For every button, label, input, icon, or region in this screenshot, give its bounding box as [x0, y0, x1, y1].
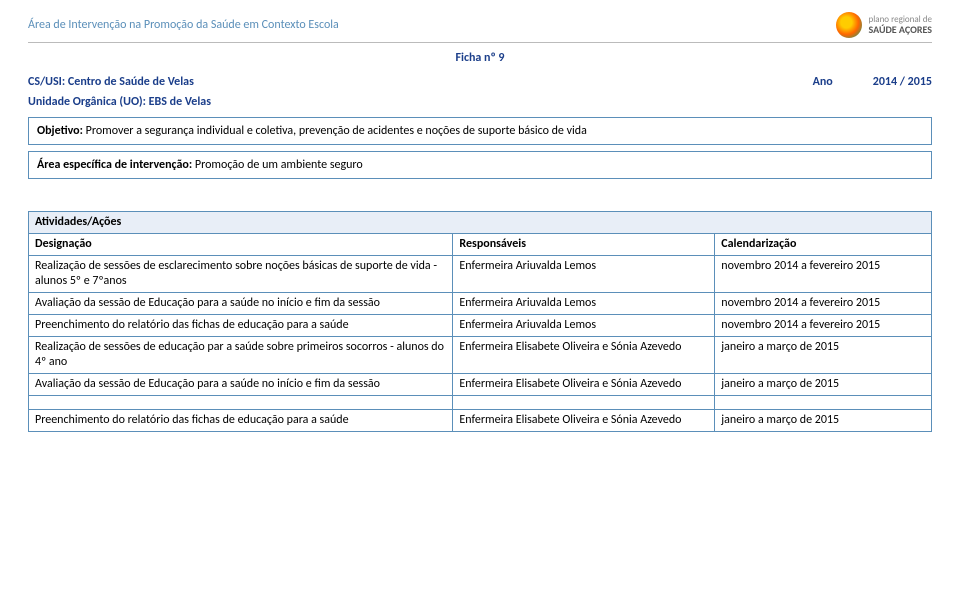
uo: Unidade Orgânica (UO): EBS de Velas — [28, 95, 932, 109]
table-band-row: Atividades/Ações — [29, 212, 932, 234]
cell-resp: Enfermeira Ariuvalda Lemos — [453, 315, 715, 337]
table-row: Realização de sessões de educação par a … — [29, 337, 932, 374]
table-row: Preenchimento do relatório das fichas de… — [29, 315, 932, 337]
gap-row — [29, 396, 932, 410]
col-responsaveis: Responsáveis — [453, 234, 715, 256]
objective-text: Promover a segurança individual e coleti… — [83, 124, 587, 138]
logo-text: plano regional de SAÚDE AÇORES — [868, 15, 932, 36]
cell-des: Preenchimento do relatório das fichas de… — [29, 410, 453, 432]
cell-cal: novembro 2014 a fevereiro 2015 — [715, 256, 932, 293]
gap-cell — [715, 396, 932, 410]
table-row: Preenchimento do relatório das fichas de… — [29, 410, 932, 432]
cell-cal: novembro 2014 a fevereiro 2015 — [715, 315, 932, 337]
ano: Ano 2014 / 2015 — [813, 75, 932, 89]
table-row: Realização de sessões de esclarecimento … — [29, 256, 932, 293]
cell-des: Realização de sessões de esclarecimento … — [29, 256, 453, 293]
uo-label: Unidade Orgânica (UO): — [28, 95, 146, 109]
cell-resp: Enfermeira Ariuvalda Lemos — [453, 256, 715, 293]
csusi: CS/USI: Centro de Saúde de Velas — [28, 75, 194, 89]
objective-label: Objetivo: — [37, 124, 83, 138]
cell-cal: janeiro a março de 2015 — [715, 410, 932, 432]
area-title: Área de Intervenção na Promoção da Saúde… — [28, 18, 339, 32]
ficha-number: Ficha nº 9 — [28, 51, 932, 65]
col-calendarizacao: Calendarização — [715, 234, 932, 256]
table-row: Avaliação da sessão de Educação para a s… — [29, 293, 932, 315]
csusi-value-text: Centro de Saúde de Velas — [68, 75, 194, 89]
area-label: Área específica de intervenção: — [37, 158, 192, 172]
cell-resp: Enfermeira Elisabete Oliveira e Sónia Az… — [453, 337, 715, 374]
top-bar: Área de Intervenção na Promoção da Saúde… — [28, 12, 932, 38]
logo-line2: SAÚDE AÇORES — [868, 24, 932, 35]
cell-des: Avaliação da sessão de Educação para a s… — [29, 293, 453, 315]
cell-cal: janeiro a março de 2015 — [715, 374, 932, 396]
cell-resp: Enfermeira Elisabete Oliveira e Sónia Az… — [453, 374, 715, 396]
cell-des: Avaliação da sessão de Educação para a s… — [29, 374, 453, 396]
table-header-row: Designação Responsáveis Calendarização — [29, 234, 932, 256]
spacer — [28, 185, 932, 211]
cell-des: Realização de sessões de educação par a … — [29, 337, 453, 374]
gap-cell — [453, 396, 715, 410]
cell-resp: Enfermeira Ariuvalda Lemos — [453, 293, 715, 315]
area-box: Área específica de intervenção: Promoção… — [28, 151, 932, 179]
logo: plano regional de SAÚDE AÇORES — [836, 12, 932, 38]
col-designacao: Designação — [29, 234, 453, 256]
ano-value: 2014 / 2015 — [873, 75, 932, 89]
cell-resp: Enfermeira Elisabete Oliveira e Sónia Az… — [453, 410, 715, 432]
cell-cal: janeiro a março de 2015 — [715, 337, 932, 374]
activities-table: Atividades/Ações Designação Responsáveis… — [28, 211, 932, 432]
csusi-label: CS/USI: — [28, 75, 65, 89]
gap-cell — [29, 396, 453, 410]
table-band: Atividades/Ações — [29, 212, 932, 234]
cell-cal: novembro 2014 a fevereiro 2015 — [715, 293, 932, 315]
ano-label: Ano — [813, 75, 833, 89]
separator — [28, 42, 932, 43]
cell-des: Preenchimento do relatório das fichas de… — [29, 315, 453, 337]
meta-row: CS/USI: Centro de Saúde de Velas Ano 201… — [28, 75, 932, 89]
area-text: Promoção de um ambiente seguro — [192, 158, 363, 172]
logo-icon — [836, 12, 862, 38]
uo-value: EBS de Velas — [149, 95, 211, 109]
objective-box: Objetivo: Promover a segurança individua… — [28, 117, 932, 145]
table-row: Avaliação da sessão de Educação para a s… — [29, 374, 932, 396]
